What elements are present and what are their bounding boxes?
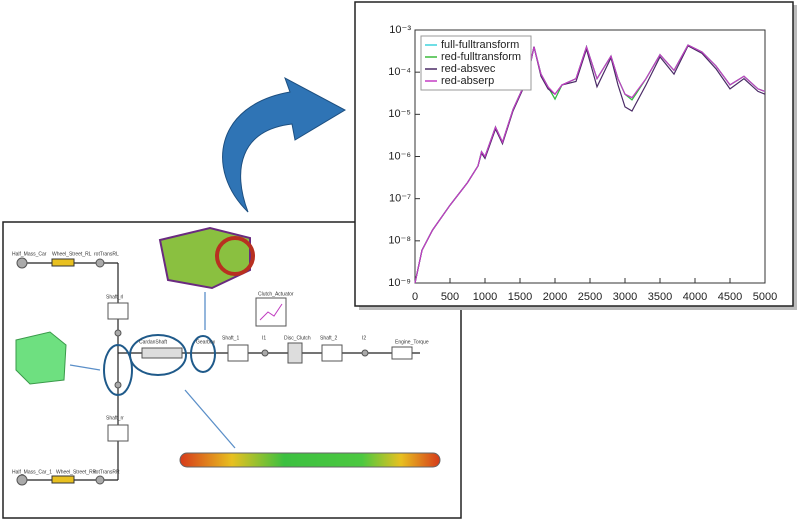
block-label: Half_Mass_Car xyxy=(12,251,47,257)
block-label: CardanShaft xyxy=(139,339,168,345)
x-tick-label: 2000 xyxy=(543,291,567,303)
x-tick-label: 4000 xyxy=(683,291,707,303)
x-tick-label: 3500 xyxy=(648,291,672,303)
block-label: Disc_Clutch xyxy=(284,335,311,341)
x-tick-label: 500 xyxy=(441,291,459,303)
y-tick-label: 10⁻⁸ xyxy=(388,235,411,247)
y-tick-label: 10⁻⁹ xyxy=(388,277,411,289)
x-tick-label: 3000 xyxy=(613,291,637,303)
block-label: Shaft_rl xyxy=(106,294,123,300)
block-label: Wheel_Street_RL xyxy=(52,251,92,257)
block-label: I1 xyxy=(262,335,266,341)
legend-box xyxy=(420,35,532,91)
x-tick-label: 4500 xyxy=(718,291,742,303)
y-tick-label: 10⁻³ xyxy=(389,24,411,36)
x-tick-label: 0 xyxy=(412,291,418,303)
x-tick-label: 1000 xyxy=(473,291,497,303)
block-label: Clutch_Actuator xyxy=(258,291,294,297)
legend-label: full-fulltransform xyxy=(441,39,519,51)
block-label: I2 xyxy=(362,335,366,341)
legend-label: red-absvec xyxy=(441,63,496,75)
block-label: Shaft_rr xyxy=(106,415,124,421)
y-tick-label: 10⁻⁶ xyxy=(388,150,411,162)
x-tick-label: 2500 xyxy=(578,291,602,303)
block-label: Shaft_1 xyxy=(222,335,239,341)
chart: 10⁻⁹ 10⁻⁸ 10⁻⁷ 10⁻⁶ 10⁻⁵ 10⁻⁴ 10⁻³ 0 500 1000 1500… xyxy=(388,24,777,303)
x-tick-label: 5000 xyxy=(753,291,777,303)
block-label: rotTransRL xyxy=(94,251,119,257)
block-label: Wheel_Street_RR xyxy=(56,469,97,475)
series-line xyxy=(414,44,766,284)
y-tick-label: 10⁻⁵ xyxy=(388,108,411,120)
block-label: Half_Mass_Car_1 xyxy=(12,469,52,475)
block-label: Engine_Torque xyxy=(395,339,429,345)
block-label: Gearbox xyxy=(196,339,216,345)
y-tick-label: 10⁻⁴ xyxy=(388,66,411,78)
y-tick-label: 10⁻⁷ xyxy=(389,193,411,205)
x-tick-label: 1500 xyxy=(508,291,532,303)
block-label: rotTransRR xyxy=(94,469,120,475)
block-label: Shaft_2 xyxy=(320,335,337,341)
arrow xyxy=(222,76,347,213)
legend-label: red-fulltransform xyxy=(441,51,521,63)
legend-label: red-abserp xyxy=(441,75,494,87)
